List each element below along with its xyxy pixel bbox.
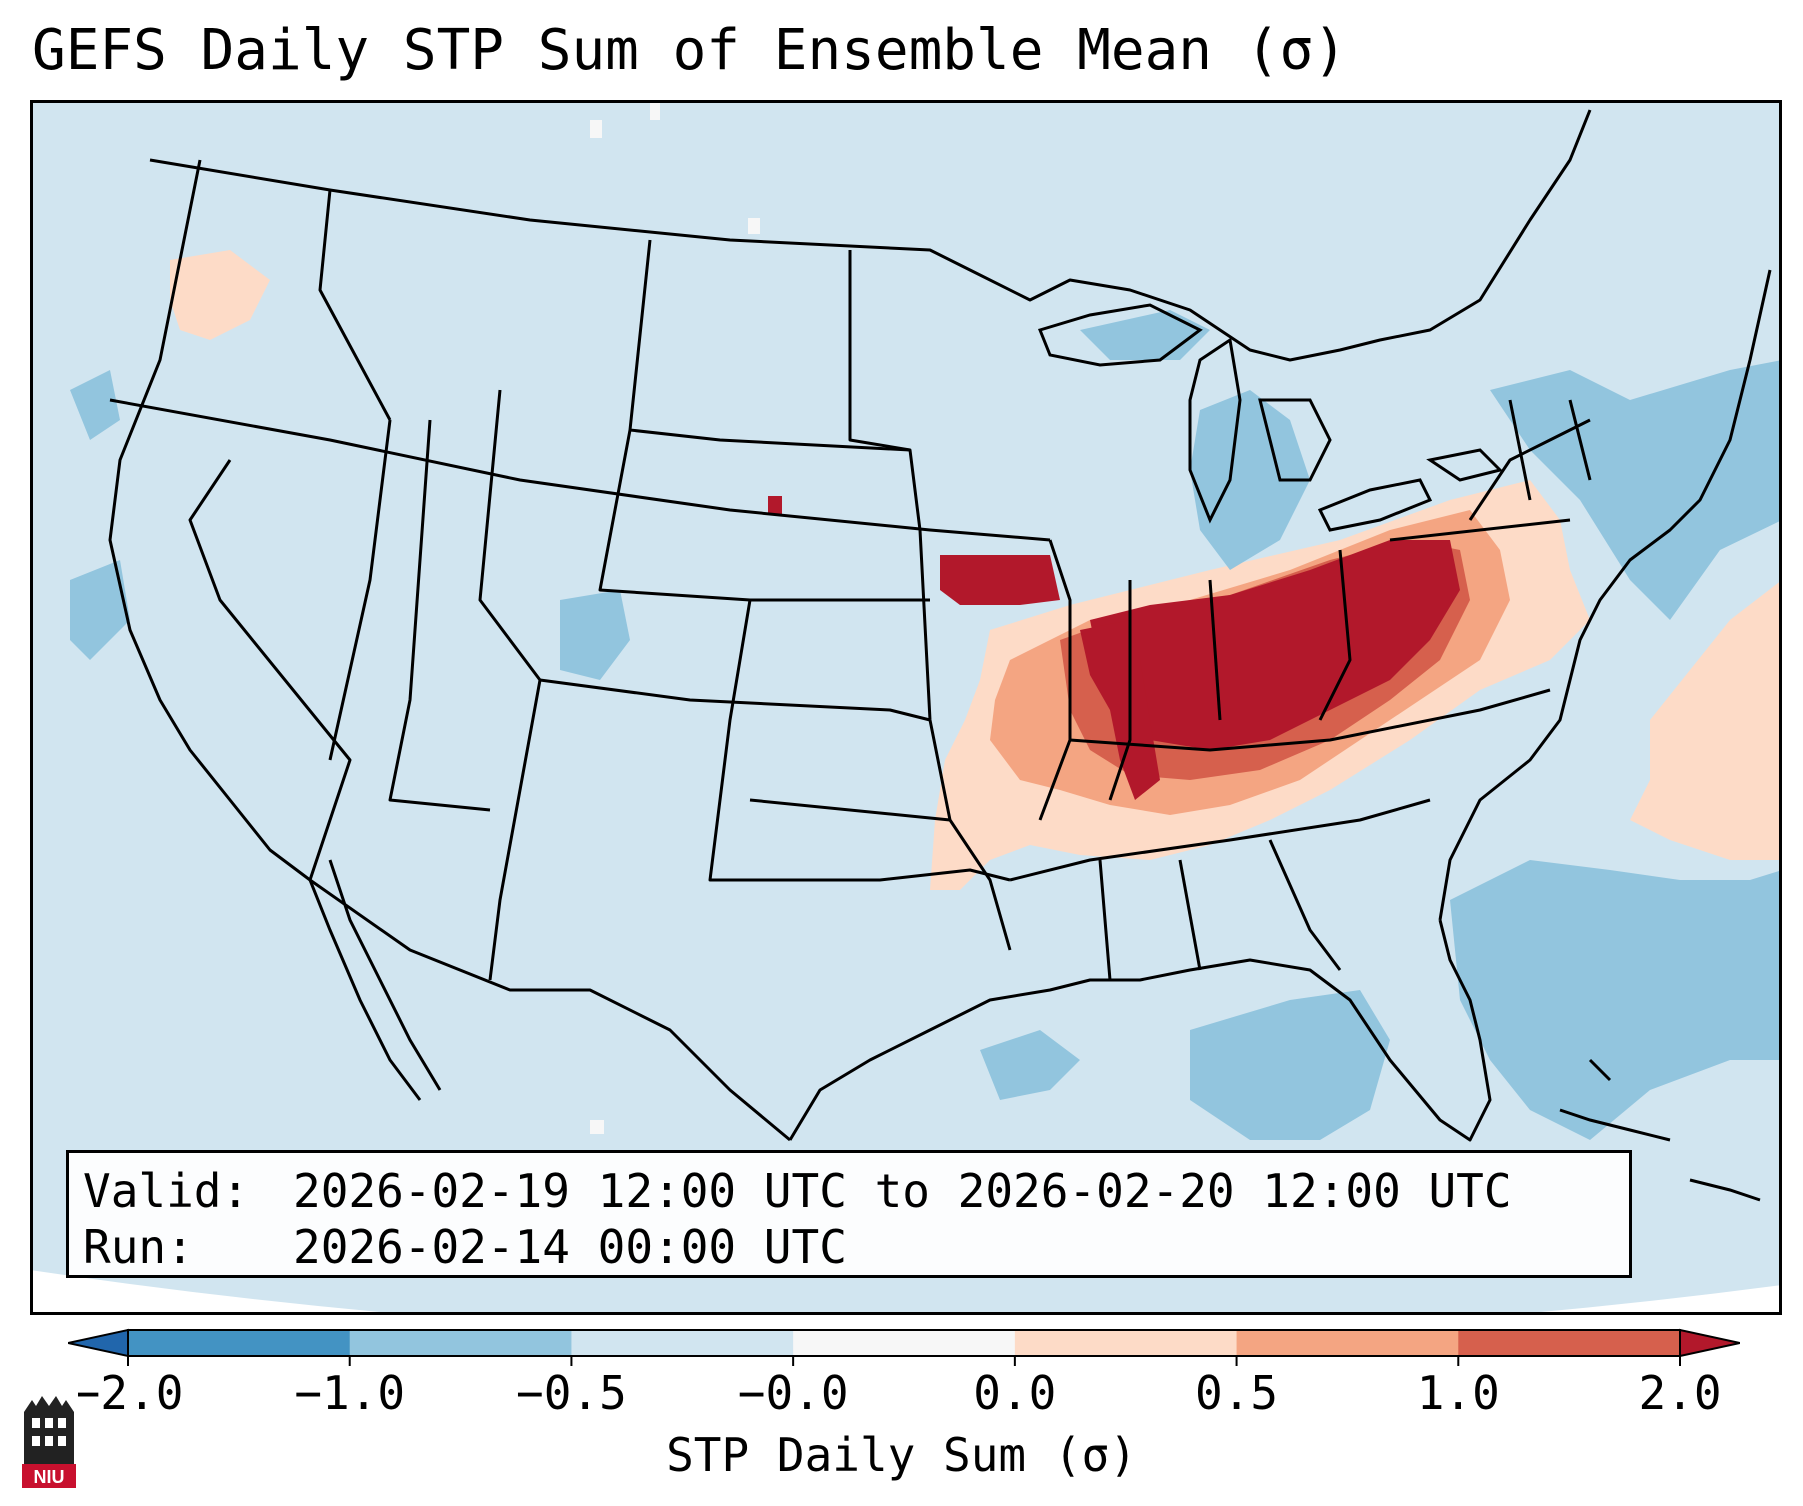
colorbar-extend-high (1679, 1328, 1740, 1358)
no-data-cell (590, 1120, 604, 1134)
colorbar-label: STP Daily Sum (σ) (666, 1428, 1137, 1482)
colorbar-outline (127, 1329, 1681, 1357)
run-value: 2026-02-14 00:00 UTC (293, 1220, 847, 1274)
anomaly-dark-red-region (1090, 540, 1460, 750)
colorbar-tick-label: −2.0 (72, 1366, 184, 1420)
anomaly-dark-red-cell-nebraska (768, 496, 782, 514)
colorbar-graphic (68, 1328, 1740, 1366)
colorbar-bin (349, 1330, 572, 1356)
map-projected-domain (30, 100, 1782, 1315)
coastline-features (308, 859, 1761, 1202)
valid-run-info-box: Valid: 2026-02-19 12:00 UTC to 2026-02-20… (66, 1150, 1632, 1278)
no-data-cell (590, 120, 602, 138)
colorbar-bin (128, 1330, 351, 1356)
run-row: Run: 2026-02-14 00:00 UTC (83, 1219, 1615, 1275)
anomaly-light-pacific-nw (170, 250, 270, 340)
anomaly-blue-new-england (1490, 360, 1782, 620)
no-data-cell (748, 218, 760, 234)
anomaly-blue-pacific-south (70, 560, 130, 660)
anomaly-blue-great-lakes (1190, 390, 1310, 570)
anomaly-blue-colorado (560, 590, 630, 680)
colorbar-bin (1236, 1330, 1459, 1356)
valid-row: Valid: 2026-02-19 12:00 UTC to 2026-02-20… (83, 1163, 1615, 1219)
anomaly-red-cells-iowa (940, 555, 1060, 605)
niu-logo: NIU (20, 1392, 78, 1490)
colorbar-tick-label: −0.5 (516, 1366, 627, 1420)
colorbar-tick-label: 2.0 (1638, 1366, 1722, 1420)
map-title: GEFS Daily STP Sum of Ensemble Mean (σ) (32, 18, 1347, 83)
valid-label: Valid: (83, 1164, 250, 1218)
map-panel (30, 100, 1782, 1315)
colorbar (68, 1318, 1740, 1378)
colorbar-bin (571, 1330, 794, 1356)
run-label: Run: (83, 1220, 194, 1274)
anomaly-blue-atlantic (1450, 860, 1782, 1140)
colorbar-bin (1014, 1330, 1238, 1356)
colorbar-extend-low (68, 1328, 129, 1358)
colorbar-bin (1458, 1330, 1681, 1356)
anomaly-dark-red-west (1080, 620, 1160, 800)
valid-value: 2026-02-19 12:00 UTC to 2026-02-20 12:00… (293, 1164, 1512, 1218)
colorbar-tick-label: −1.0 (294, 1366, 406, 1420)
anomaly-light-salmon-atlantic (1630, 580, 1782, 860)
map-frame (30, 100, 1782, 1315)
positive-anomaly-layer (170, 250, 1782, 890)
negative-anomaly-layer (70, 310, 1782, 1140)
anomaly-blue-gulf-west (980, 1030, 1080, 1100)
colorbar-tick-label: 1.0 (1416, 1366, 1500, 1420)
stp-anomaly-map (30, 100, 1782, 1315)
colorbar-bin (793, 1330, 1016, 1356)
no-data-cell (650, 100, 660, 120)
anomaly-blue-pacific (70, 370, 120, 440)
colorbar-tick-label: 0.5 (1195, 1366, 1279, 1420)
logo-text: NIU (34, 1467, 65, 1487)
anomaly-blue-gulf (1190, 990, 1390, 1140)
colorbar-tick-label: −0.0 (737, 1366, 849, 1420)
great-lakes-outline (1037, 303, 1503, 532)
colorbar-tick-label: 0.0 (973, 1366, 1057, 1420)
state-borders (108, 109, 1772, 1142)
